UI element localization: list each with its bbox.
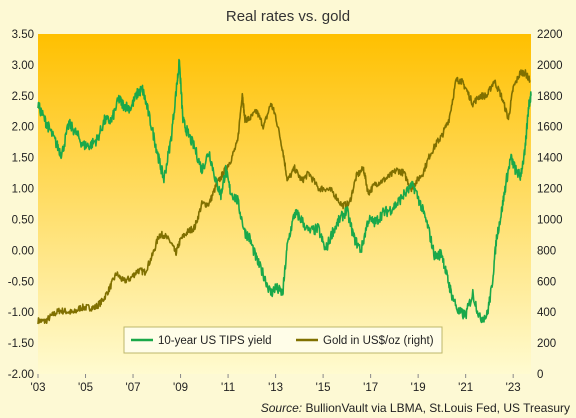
source-label: Source: <box>261 401 302 415</box>
x-tick-label: '17 <box>363 382 378 394</box>
y-right-tick-label: 1600 <box>537 122 563 134</box>
x-axis: '03 '05 '07 '09 '11 '13 '15 '17 '19 '21 '23 <box>31 374 521 394</box>
series-layer <box>37 58 532 325</box>
x-tick-label: '11 <box>221 382 235 394</box>
series-line-gold-price <box>37 69 531 325</box>
legend-box <box>123 326 443 354</box>
y-left-tick-label: -1.00 <box>8 307 34 319</box>
y-left-tick-label: -0.50 <box>8 276 34 288</box>
series-line-tips-yield <box>37 58 532 324</box>
x-tick-label: '03 <box>31 382 46 394</box>
x-tick-label: '21 <box>458 382 473 394</box>
y-left-tick-label: 0.50 <box>12 214 34 226</box>
chart-title: Real rates vs. gold <box>226 8 350 25</box>
y-right-tick-label: 600 <box>537 276 556 288</box>
source-text: BullionVault via LBMA, St.Louis Fed, US … <box>305 401 570 415</box>
y-left-tick-label: 2.00 <box>12 122 34 134</box>
source-note: Source: BullionVault via LBMA, St.Louis … <box>261 401 570 415</box>
y-right-axis: 0 200 400 600 800 1000 1200 1400 1600 1800 2000 220… <box>537 29 563 381</box>
legend-label-tips: 10-year US TIPS yield <box>158 335 272 347</box>
x-tick-label: '09 <box>173 382 188 394</box>
y-left-tick-label: 0.00 <box>12 245 34 257</box>
y-left-tick-label: -1.50 <box>8 338 34 350</box>
y-right-tick-label: 2000 <box>537 60 563 72</box>
y-right-tick-label: 1000 <box>537 214 563 226</box>
y-right-tick-label: 0 <box>537 369 543 381</box>
x-tick-label: '15 <box>316 382 331 394</box>
y-left-tick-label: 3.50 <box>12 29 34 41</box>
y-left-tick-label: 2.50 <box>12 91 34 103</box>
legend: 10-year US TIPS yield Gold in US$/oz (ri… <box>123 326 443 354</box>
y-left-tick-label: 1.50 <box>12 153 34 165</box>
y-right-tick-label: 1200 <box>537 184 563 196</box>
x-tick-label: '19 <box>411 382 426 394</box>
y-left-tick-label: -2.00 <box>8 369 34 381</box>
y-right-tick-label: 200 <box>537 338 556 350</box>
x-tick-label: '07 <box>126 382 141 394</box>
y-right-tick-label: 400 <box>537 307 556 319</box>
y-left-tick-label: 1.00 <box>12 184 34 196</box>
x-tick-label: '23 <box>506 382 521 394</box>
x-tick-label: '13 <box>268 382 283 394</box>
y-left-tick-label: 3.00 <box>12 60 34 72</box>
x-tick-label: '05 <box>78 382 93 394</box>
legend-label-gold: Gold in US$/oz (right) <box>323 335 434 347</box>
y-right-tick-label: 2200 <box>537 29 563 41</box>
y-right-tick-label: 800 <box>537 245 556 257</box>
y-right-tick-label: 1800 <box>537 91 563 103</box>
plot-area <box>38 34 531 374</box>
y-right-tick-label: 1400 <box>537 153 563 165</box>
y-left-axis: -2.00 -1.50 -1.00 -0.50 0.00 0.50 1.00 1.50 2.00… <box>8 29 34 381</box>
